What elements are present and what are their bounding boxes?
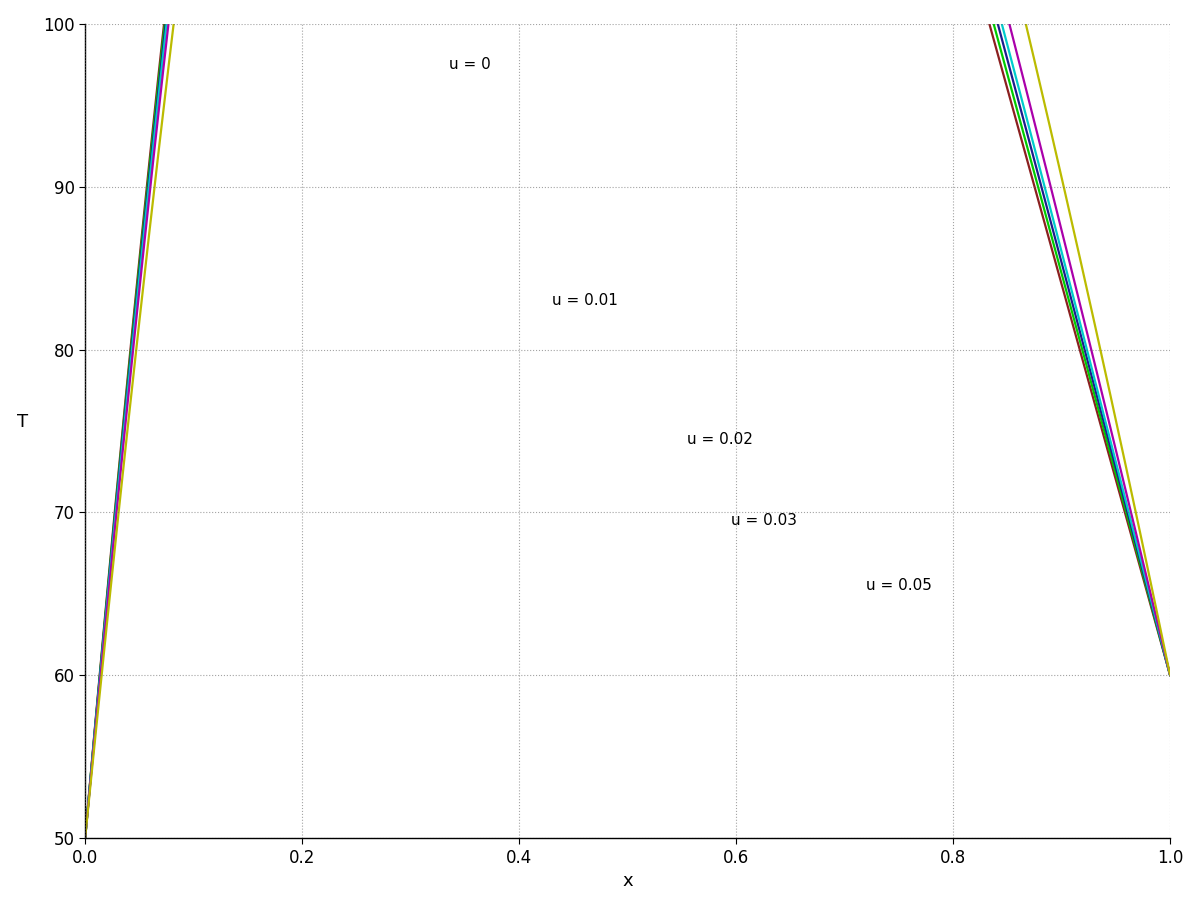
Text: u = 0: u = 0 [449,57,491,72]
Text: u = 0.03: u = 0.03 [731,513,797,528]
Y-axis label: T: T [17,413,28,431]
Text: u = 0.05: u = 0.05 [866,579,932,593]
Text: u = 0.02: u = 0.02 [688,432,754,446]
Text: u = 0.01: u = 0.01 [552,293,618,308]
X-axis label: x: x [623,873,632,891]
